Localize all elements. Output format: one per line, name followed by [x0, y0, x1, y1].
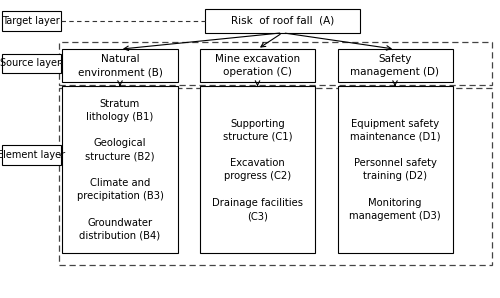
FancyBboxPatch shape: [62, 49, 178, 82]
Text: Equipment safety
maintenance (D1)

Personnel safety
training (D2)

Monitoring
ma: Equipment safety maintenance (D1) Person…: [349, 119, 441, 221]
FancyBboxPatch shape: [62, 86, 178, 253]
Text: Safety
management (D): Safety management (D): [350, 54, 440, 77]
Text: Source layer: Source layer: [0, 58, 62, 69]
Text: Risk  of roof fall  (A): Risk of roof fall (A): [231, 16, 334, 26]
FancyBboxPatch shape: [338, 86, 452, 253]
FancyBboxPatch shape: [2, 54, 60, 73]
Text: Stratum
lithology (B1)

Geological
structure (B2)

Climate and
precipitation (B3: Stratum lithology (B1) Geological struct…: [76, 99, 164, 241]
FancyBboxPatch shape: [205, 9, 360, 33]
Text: Natural
environment (B): Natural environment (B): [78, 54, 162, 77]
FancyBboxPatch shape: [2, 145, 60, 164]
FancyBboxPatch shape: [338, 49, 452, 82]
FancyBboxPatch shape: [200, 86, 315, 253]
Text: Element layer: Element layer: [0, 150, 65, 160]
FancyBboxPatch shape: [200, 49, 315, 82]
FancyBboxPatch shape: [2, 11, 60, 30]
Text: Target layer: Target layer: [2, 16, 60, 26]
Text: Supporting
structure (C1)

Excavation
progress (C2)

Drainage facilities
(C3): Supporting structure (C1) Excavation pro…: [212, 119, 303, 221]
Text: Mine excavation
operation (C): Mine excavation operation (C): [215, 54, 300, 77]
